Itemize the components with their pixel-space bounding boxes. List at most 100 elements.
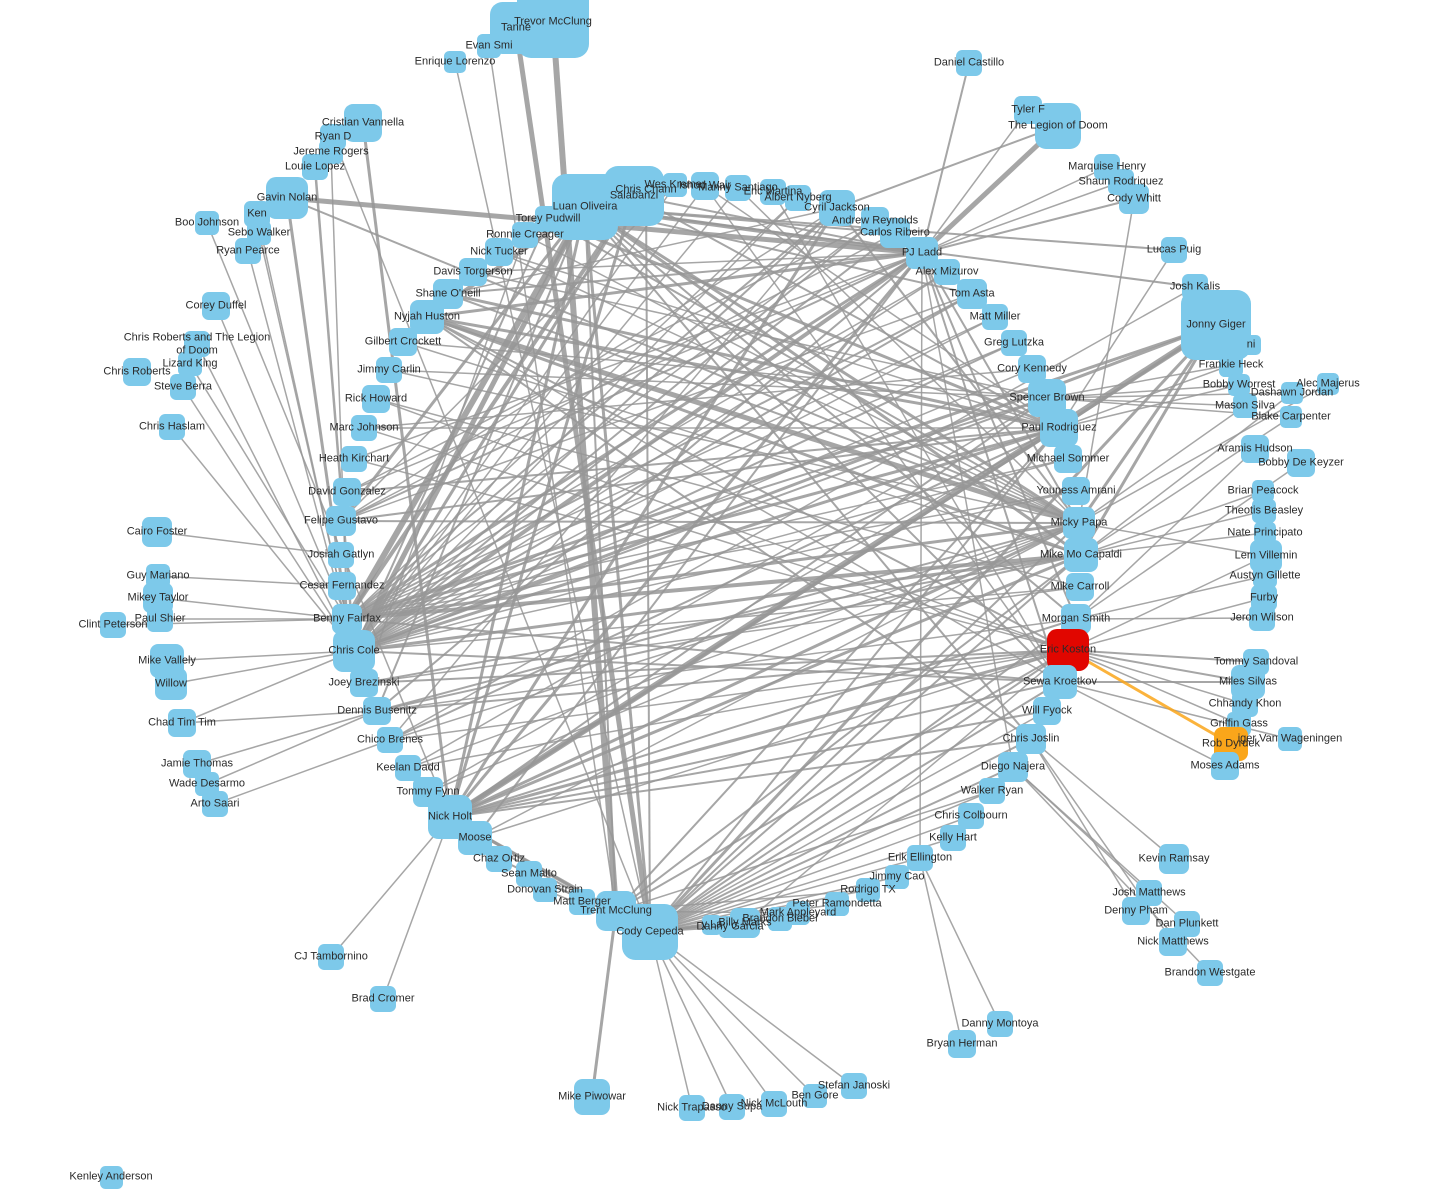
node-cj-tambornino[interactable]	[318, 944, 344, 970]
node-youness-amrani[interactable]	[1062, 477, 1090, 505]
node-chad-tim-tim[interactable]	[168, 709, 196, 737]
node-kelly-hart[interactable]	[940, 825, 966, 851]
node-felipe-gustavo[interactable]	[326, 506, 356, 536]
node-ishod-wair[interactable]	[691, 172, 719, 200]
node-jeron-wilson[interactable]	[1249, 605, 1275, 631]
node-brandon-biebel[interactable]	[768, 907, 792, 931]
node-erik-ellington[interactable]	[907, 845, 933, 871]
node-austyn-gillette[interactable]	[1253, 564, 1277, 588]
node-wes-kremer[interactable]	[663, 173, 687, 197]
node-davis-torgerson[interactable]	[459, 258, 487, 286]
node-brian-peacock[interactable]	[1252, 480, 1274, 502]
node-shane-o-neill[interactable]	[433, 279, 463, 309]
node-ni[interactable]	[1241, 335, 1261, 355]
node-marc-johnson[interactable]	[351, 415, 377, 441]
node-chico-brenes[interactable]	[377, 727, 403, 753]
node-diego-najera[interactable]	[998, 752, 1028, 782]
node-willow[interactable]	[155, 668, 187, 700]
node-the-legion-of-doom[interactable]	[1035, 103, 1081, 149]
node-y-la[interactable]	[702, 915, 722, 935]
node-bobby-worrest[interactable]	[1228, 374, 1250, 396]
node-danny-garcia[interactable]	[719, 916, 741, 938]
node-sean-malto[interactable]	[516, 861, 542, 887]
node-tom-asta[interactable]	[957, 279, 987, 309]
node-ronnie-creager[interactable]	[512, 222, 538, 248]
node-matt-berger[interactable]	[569, 889, 595, 915]
node-mike-piwowar[interactable]	[574, 1079, 610, 1115]
node-blake-carpenter[interactable]	[1280, 406, 1302, 428]
node-keelan-dadd[interactable]	[395, 755, 421, 781]
node-walker-ryan[interactable]	[979, 778, 1005, 804]
node-rick-howard[interactable]	[362, 385, 390, 413]
node-chris-roberts[interactable]	[123, 358, 151, 386]
node-alex-mizurov[interactable]	[934, 259, 960, 285]
node-moses-adams[interactable]	[1211, 752, 1239, 780]
node-evan-smi[interactable]	[477, 34, 501, 58]
node-brad-cromer[interactable]	[370, 986, 396, 1012]
node-denny-pham[interactable]	[1122, 897, 1150, 925]
node-matt-miller[interactable]	[982, 304, 1008, 330]
node-nick-tucker[interactable]	[485, 238, 513, 266]
node-nick-trapasso[interactable]	[679, 1095, 705, 1121]
node-cesar-fernandez[interactable]	[328, 572, 356, 600]
node-daniel-castillo[interactable]	[956, 50, 982, 76]
node-david-gonzalez[interactable]	[333, 478, 361, 506]
node-jimmy-cao[interactable]	[885, 865, 909, 889]
node-eric-koston[interactable]	[1047, 629, 1089, 671]
node-cory-kennedy[interactable]	[1018, 355, 1046, 383]
node-albert-nyberg[interactable]	[785, 185, 811, 211]
node-eric-martina[interactable]	[760, 179, 786, 205]
node-paul-shier[interactable]	[147, 606, 173, 632]
node-rodrigo-tx[interactable]	[856, 878, 880, 902]
node-greg-lutzka[interactable]	[1001, 330, 1027, 356]
node-benny-fairfax[interactable]	[332, 604, 362, 634]
node-chris-chann[interactable]	[634, 178, 658, 202]
node-trent-mcclung[interactable]	[596, 891, 636, 931]
node-ben-gore[interactable]	[803, 1084, 827, 1108]
node-mike-carroll[interactable]	[1066, 573, 1094, 601]
node-chris-cole[interactable]	[333, 630, 375, 672]
node-frankie-heck[interactable]	[1219, 353, 1243, 377]
node-jimmy-carlin[interactable]	[376, 357, 402, 383]
node-cairo-foster[interactable]	[142, 517, 172, 547]
node-bobby-de-keyzer[interactable]	[1287, 449, 1315, 477]
node-dennis-busenitz[interactable]	[363, 697, 391, 725]
node-cyril-jackson[interactable]	[819, 190, 855, 226]
node-chris-joslin[interactable]	[1016, 724, 1046, 754]
node-lizard-king[interactable]	[178, 352, 202, 376]
node-lucas-puig[interactable]	[1161, 237, 1187, 263]
node-gavin-nolan[interactable]	[266, 177, 308, 219]
node-boo-johnson[interactable]	[195, 211, 219, 235]
node-enrique-lorenzo[interactable]	[444, 51, 466, 73]
node-louie-lopez[interactable]	[302, 154, 328, 180]
node-bryan-herman[interactable]	[948, 1030, 976, 1058]
node-heath-kirchart[interactable]	[341, 446, 367, 472]
node-nick-matthews[interactable]	[1159, 928, 1187, 956]
node-paul-rodriguez[interactable]	[1040, 409, 1078, 447]
node-gilbert-crockett[interactable]	[389, 328, 417, 356]
node-dashawn-jordan[interactable]	[1281, 382, 1303, 404]
node-michael-sommer[interactable]	[1054, 445, 1082, 473]
node-carlos-ribeiro[interactable]	[880, 218, 910, 248]
node-joey-brezinski[interactable]	[350, 669, 378, 697]
node-manny-santiago[interactable]	[725, 175, 751, 201]
node-danny-montoya[interactable]	[987, 1011, 1013, 1037]
node-brandon-westgate[interactable]	[1197, 960, 1223, 986]
node-cody-whitt[interactable]	[1119, 184, 1149, 214]
node-steve-berra[interactable]	[170, 374, 196, 400]
node-cristian-vannella[interactable]	[344, 104, 382, 142]
node-alec-majerus[interactable]	[1317, 373, 1339, 395]
node-chris-colbourn[interactable]	[958, 803, 984, 829]
node-corey-duffel[interactable]	[202, 292, 230, 320]
node-danny-supa[interactable]	[719, 1094, 745, 1120]
node-clint-peterson[interactable]	[100, 612, 126, 638]
node-aramis-hudson[interactable]	[1241, 435, 1269, 463]
node-trevor-mcclung[interactable]	[517, 0, 589, 58]
node-sewa-kroetkov[interactable]	[1043, 665, 1077, 699]
node-tommy-fynn[interactable]	[413, 777, 443, 807]
node-micky-papa[interactable]	[1063, 507, 1095, 539]
node-chris-haslam[interactable]	[159, 414, 185, 440]
node-ryan-pearce[interactable]	[235, 238, 261, 264]
node-nate-principato[interactable]	[1254, 522, 1276, 544]
node-kenley-anderson[interactable]	[99, 1165, 123, 1189]
